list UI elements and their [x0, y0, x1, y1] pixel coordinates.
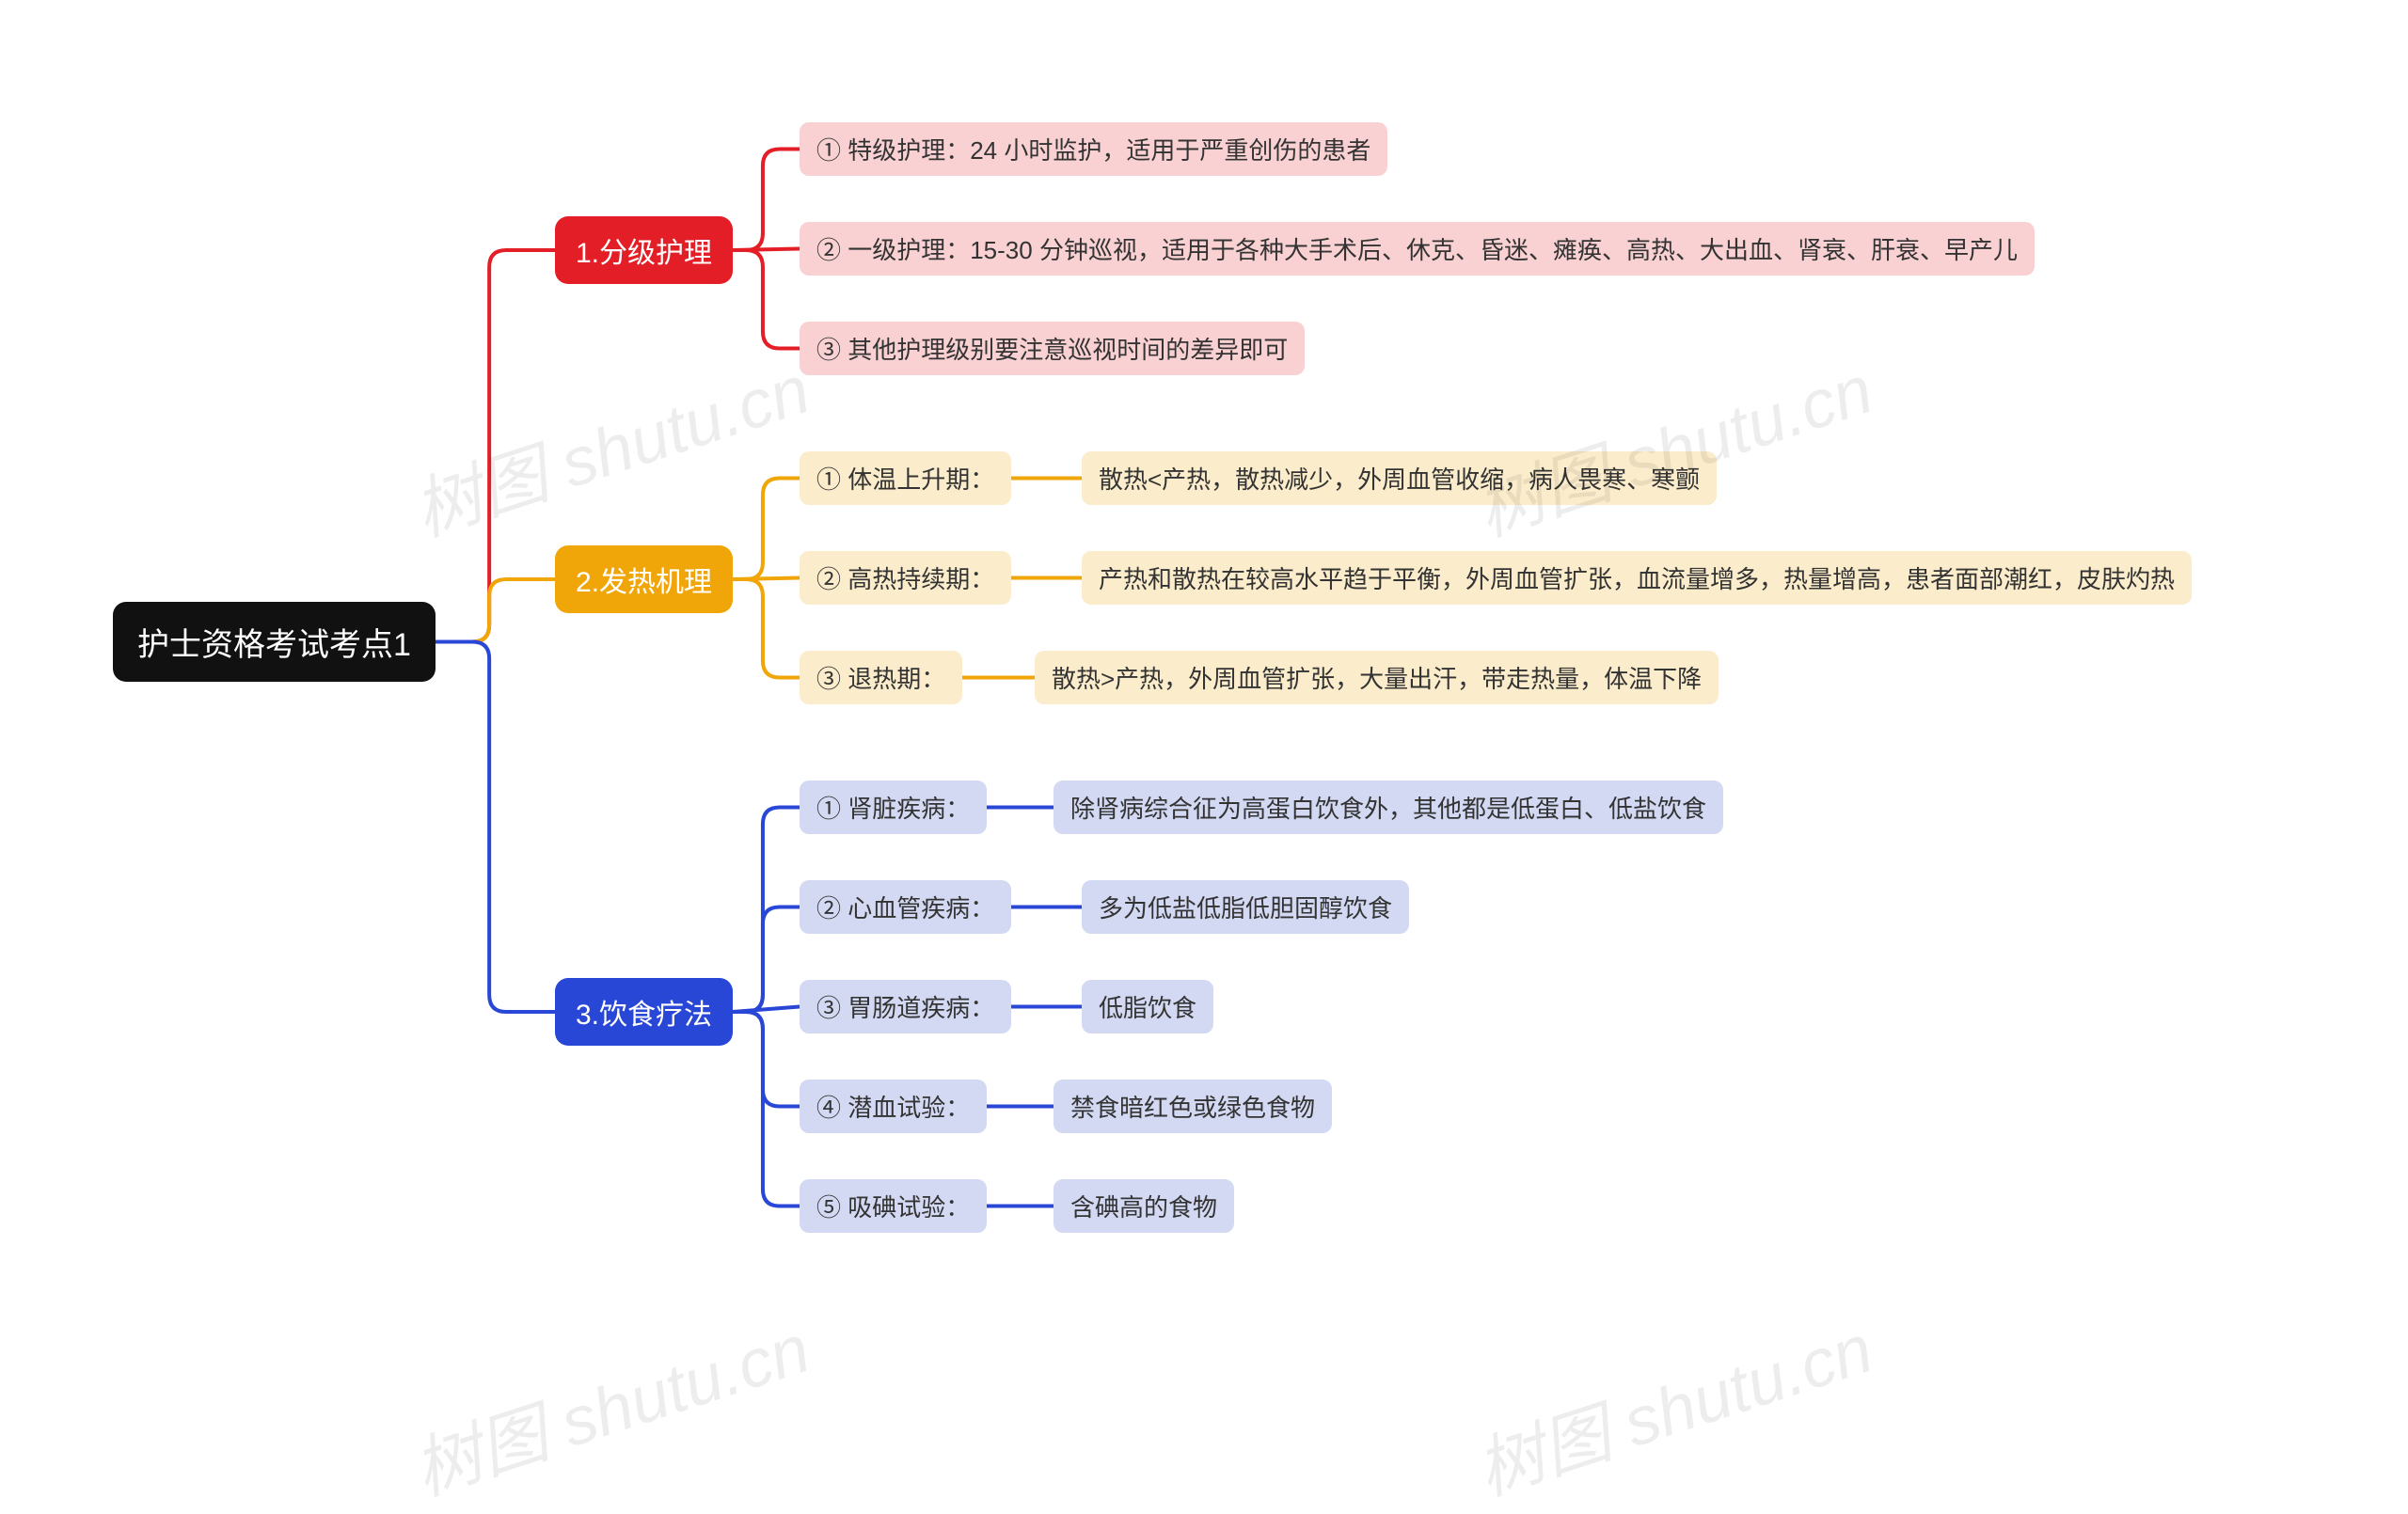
- leaf-b3c4a: 禁食暗红色或绿色食物: [1054, 1080, 1332, 1133]
- leaf-b3c1-label: ① 肾脏疾病：: [816, 790, 970, 825]
- branch-b3: 3.饮食疗法: [555, 978, 733, 1046]
- leaf-b3c3a: 低脂饮食: [1082, 980, 1213, 1033]
- leaf-b2c3a: 散热>产热，外周血管扩张，大量出汗，带走热量，体温下降: [1035, 651, 1719, 704]
- leaf-b1c1-label: ① 特级护理：24 小时监护，适用于严重创伤的患者: [816, 132, 1370, 166]
- leaf-b3c3-label: ③ 胃肠道疾病：: [816, 989, 994, 1024]
- watermark: 树图 shutu.cn: [399, 1293, 819, 1514]
- leaf-b2c1: ① 体温上升期：: [800, 451, 1011, 505]
- leaf-b3c2a: 多为低盐低脂低胆固醇饮食: [1082, 880, 1409, 934]
- branch-b2-label: 2.发热机理: [576, 559, 712, 600]
- leaf-b3c1a-label: 除肾病综合征为高蛋白饮食外，其他都是低蛋白、低盐饮食: [1070, 790, 1706, 825]
- leaf-b2c3a-label: 散热>产热，外周血管扩张，大量出汗，带走热量，体温下降: [1052, 660, 1702, 695]
- leaf-b2c2a-label: 产热和散热在较高水平趋于平衡，外周血管扩张，血流量增多，热量增高，患者面部潮红，…: [1099, 560, 2175, 595]
- leaf-b2c2: ② 高热持续期：: [800, 551, 1011, 605]
- leaf-b3c5-label: ⑤ 吸碘试验：: [816, 1189, 970, 1223]
- leaf-b3c4-label: ④ 潜血试验：: [816, 1089, 970, 1124]
- leaf-b3c2: ② 心血管疾病：: [800, 880, 1011, 934]
- leaf-b2c3-label: ③ 退热期：: [816, 660, 945, 695]
- leaf-b1c2-label: ② 一级护理：15-30 分钟巡视，适用于各种大手术后、休克、昏迷、瘫痪、高热、…: [816, 231, 2018, 266]
- leaf-b3c5a-label: 含碘高的食物: [1070, 1189, 1217, 1223]
- branch-b2: 2.发热机理: [555, 545, 733, 613]
- leaf-b3c3: ③ 胃肠道疾病：: [800, 980, 1011, 1033]
- branch-b1: 1.分级护理: [555, 216, 733, 284]
- mindmap-canvas: 护士资格考试考点1 1.分级护理 ① 特级护理：24 小时监护，适用于严重创伤的患者…: [0, 0, 2408, 1411]
- leaf-b3c4: ④ 潜血试验：: [800, 1080, 987, 1133]
- watermark: 树图 shutu.cn: [1462, 334, 1882, 555]
- leaf-b3c2-label: ② 心血管疾病：: [816, 890, 994, 924]
- leaf-b3c1: ① 肾脏疾病：: [800, 781, 987, 834]
- leaf-b1c3: ③ 其他护理级别要注意巡视时间的差异即可: [800, 322, 1305, 375]
- leaf-b2c1a: 散热<产热，散热减少，外周血管收缩，病人畏寒、寒颤: [1082, 451, 1717, 505]
- leaf-b2c1a-label: 散热<产热，散热减少，外周血管收缩，病人畏寒、寒颤: [1099, 461, 1700, 496]
- watermark: 树图 shutu.cn: [1462, 1293, 1882, 1514]
- leaf-b3c5: ⑤ 吸碘试验：: [800, 1179, 987, 1233]
- watermark: 树图 shutu.cn: [399, 334, 819, 555]
- leaf-b1c3-label: ③ 其他护理级别要注意巡视时间的差异即可: [816, 331, 1288, 366]
- leaf-b3c5a: 含碘高的食物: [1054, 1179, 1234, 1233]
- leaf-b2c1-label: ① 体温上升期：: [816, 461, 994, 496]
- leaf-b3c1a: 除肾病综合征为高蛋白饮食外，其他都是低蛋白、低盐饮食: [1054, 781, 1723, 834]
- leaf-b2c2a: 产热和散热在较高水平趋于平衡，外周血管扩张，血流量增多，热量增高，患者面部潮红，…: [1082, 551, 2192, 605]
- leaf-b3c3a-label: 低脂饮食: [1099, 989, 1196, 1024]
- root-node-label: 护士资格考试考点1: [137, 619, 411, 665]
- leaf-b3c2a-label: 多为低盐低脂低胆固醇饮食: [1099, 890, 1392, 924]
- root-node: 护士资格考试考点1: [113, 602, 436, 682]
- branch-b3-label: 3.饮食疗法: [576, 991, 712, 1033]
- branch-b1-label: 1.分级护理: [576, 229, 712, 271]
- leaf-b1c1: ① 特级护理：24 小时监护，适用于严重创伤的患者: [800, 122, 1387, 176]
- leaf-b1c2: ② 一级护理：15-30 分钟巡视，适用于各种大手术后、休克、昏迷、瘫痪、高热、…: [800, 222, 2035, 276]
- leaf-b3c4a-label: 禁食暗红色或绿色食物: [1070, 1089, 1315, 1124]
- leaf-b2c3: ③ 退热期：: [800, 651, 962, 704]
- leaf-b2c2-label: ② 高热持续期：: [816, 560, 994, 595]
